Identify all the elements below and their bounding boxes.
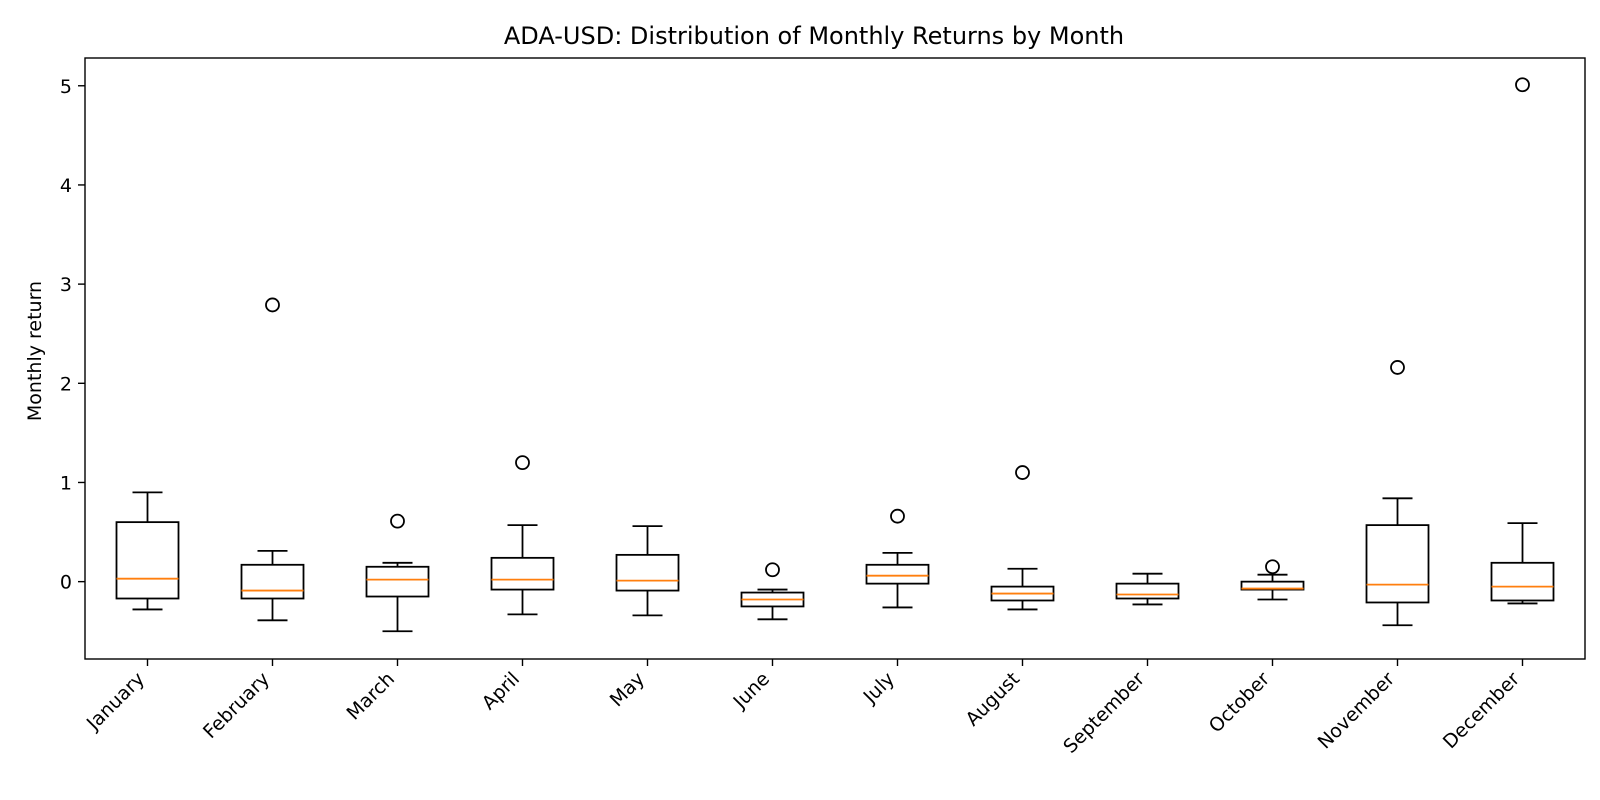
box [1365, 524, 1430, 604]
x-tick-label: December [1439, 668, 1524, 753]
box [490, 556, 555, 591]
outlier-point [1390, 360, 1405, 375]
x-tick-label: May [606, 668, 649, 711]
y-tick-label: 4 [60, 175, 72, 197]
box [865, 563, 930, 585]
y-axis-label: Monthly return [24, 281, 46, 421]
plot-area: 0 1 2 3 4 5 January February March April May June Ju… [60, 76, 1555, 758]
outlier-point [1265, 559, 1280, 575]
outlier-point [265, 297, 280, 313]
outlier-point [1515, 77, 1530, 93]
outlier-point [890, 508, 905, 524]
box [1115, 582, 1180, 600]
x-tick-label: January [82, 668, 149, 735]
outlier-point [765, 562, 780, 578]
x-tick-label: April [478, 668, 524, 714]
x-tick-label: October [1205, 668, 1274, 737]
outlier-point [1015, 465, 1030, 480]
y-tick-label: 1 [60, 472, 72, 494]
x-tick-label: June [729, 668, 775, 714]
box [365, 565, 430, 598]
y-tick-label: 5 [60, 76, 72, 98]
chart-title: ADA-USD: Distribution of Monthly Returns… [504, 22, 1124, 50]
box [615, 553, 680, 592]
outlier-point [515, 455, 530, 471]
y-tick-label: 2 [60, 373, 72, 395]
x-tick-label: September [1059, 668, 1149, 758]
x-tick-label: July [859, 668, 899, 708]
x-tick-label: November [1314, 668, 1400, 754]
box [240, 563, 305, 600]
y-tick-label: 0 [60, 572, 72, 594]
plot-frame [84, 57, 1586, 660]
x-tick-label: August [961, 668, 1024, 731]
outlier-point [390, 513, 405, 529]
box [115, 521, 180, 600]
x-tick-label: February [199, 668, 274, 743]
y-tick-label: 3 [60, 274, 72, 296]
box [1240, 580, 1305, 591]
box [1490, 561, 1555, 602]
x-tick-label: March [343, 668, 400, 725]
